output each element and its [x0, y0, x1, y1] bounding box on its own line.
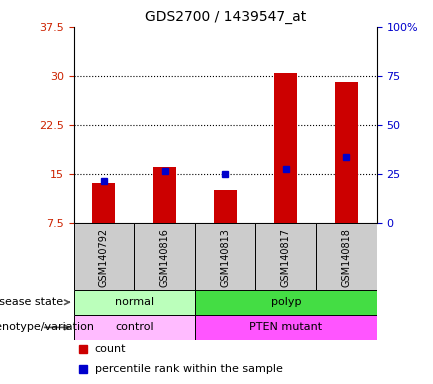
Bar	[195, 315, 377, 340]
Text: GSM140818: GSM140818	[341, 228, 352, 287]
Bar	[134, 223, 195, 290]
Text: percentile rank within the sample: percentile rank within the sample	[95, 364, 283, 374]
Bar	[274, 73, 297, 223]
Text: normal: normal	[115, 297, 154, 307]
Text: GSM140816: GSM140816	[159, 228, 170, 287]
Bar	[74, 290, 195, 315]
Text: PTEN mutant: PTEN mutant	[249, 323, 322, 333]
Text: control: control	[115, 323, 154, 333]
Text: GSM140792: GSM140792	[99, 228, 109, 287]
Text: genotype/variation: genotype/variation	[0, 323, 95, 333]
Title: GDS2700 / 1439547_at: GDS2700 / 1439547_at	[145, 10, 306, 25]
Bar	[316, 223, 377, 290]
Text: polyp: polyp	[271, 297, 301, 307]
Bar	[213, 190, 237, 223]
Bar	[74, 315, 195, 340]
Bar	[255, 223, 316, 290]
Bar	[335, 82, 358, 223]
Bar	[153, 167, 176, 223]
Bar	[74, 223, 134, 290]
Bar	[195, 223, 255, 290]
Text: disease state: disease state	[0, 297, 69, 307]
Text: GSM140817: GSM140817	[281, 228, 291, 287]
Text: count: count	[95, 344, 126, 354]
Bar	[195, 290, 377, 315]
Text: GSM140813: GSM140813	[220, 228, 230, 287]
Bar	[92, 184, 116, 223]
